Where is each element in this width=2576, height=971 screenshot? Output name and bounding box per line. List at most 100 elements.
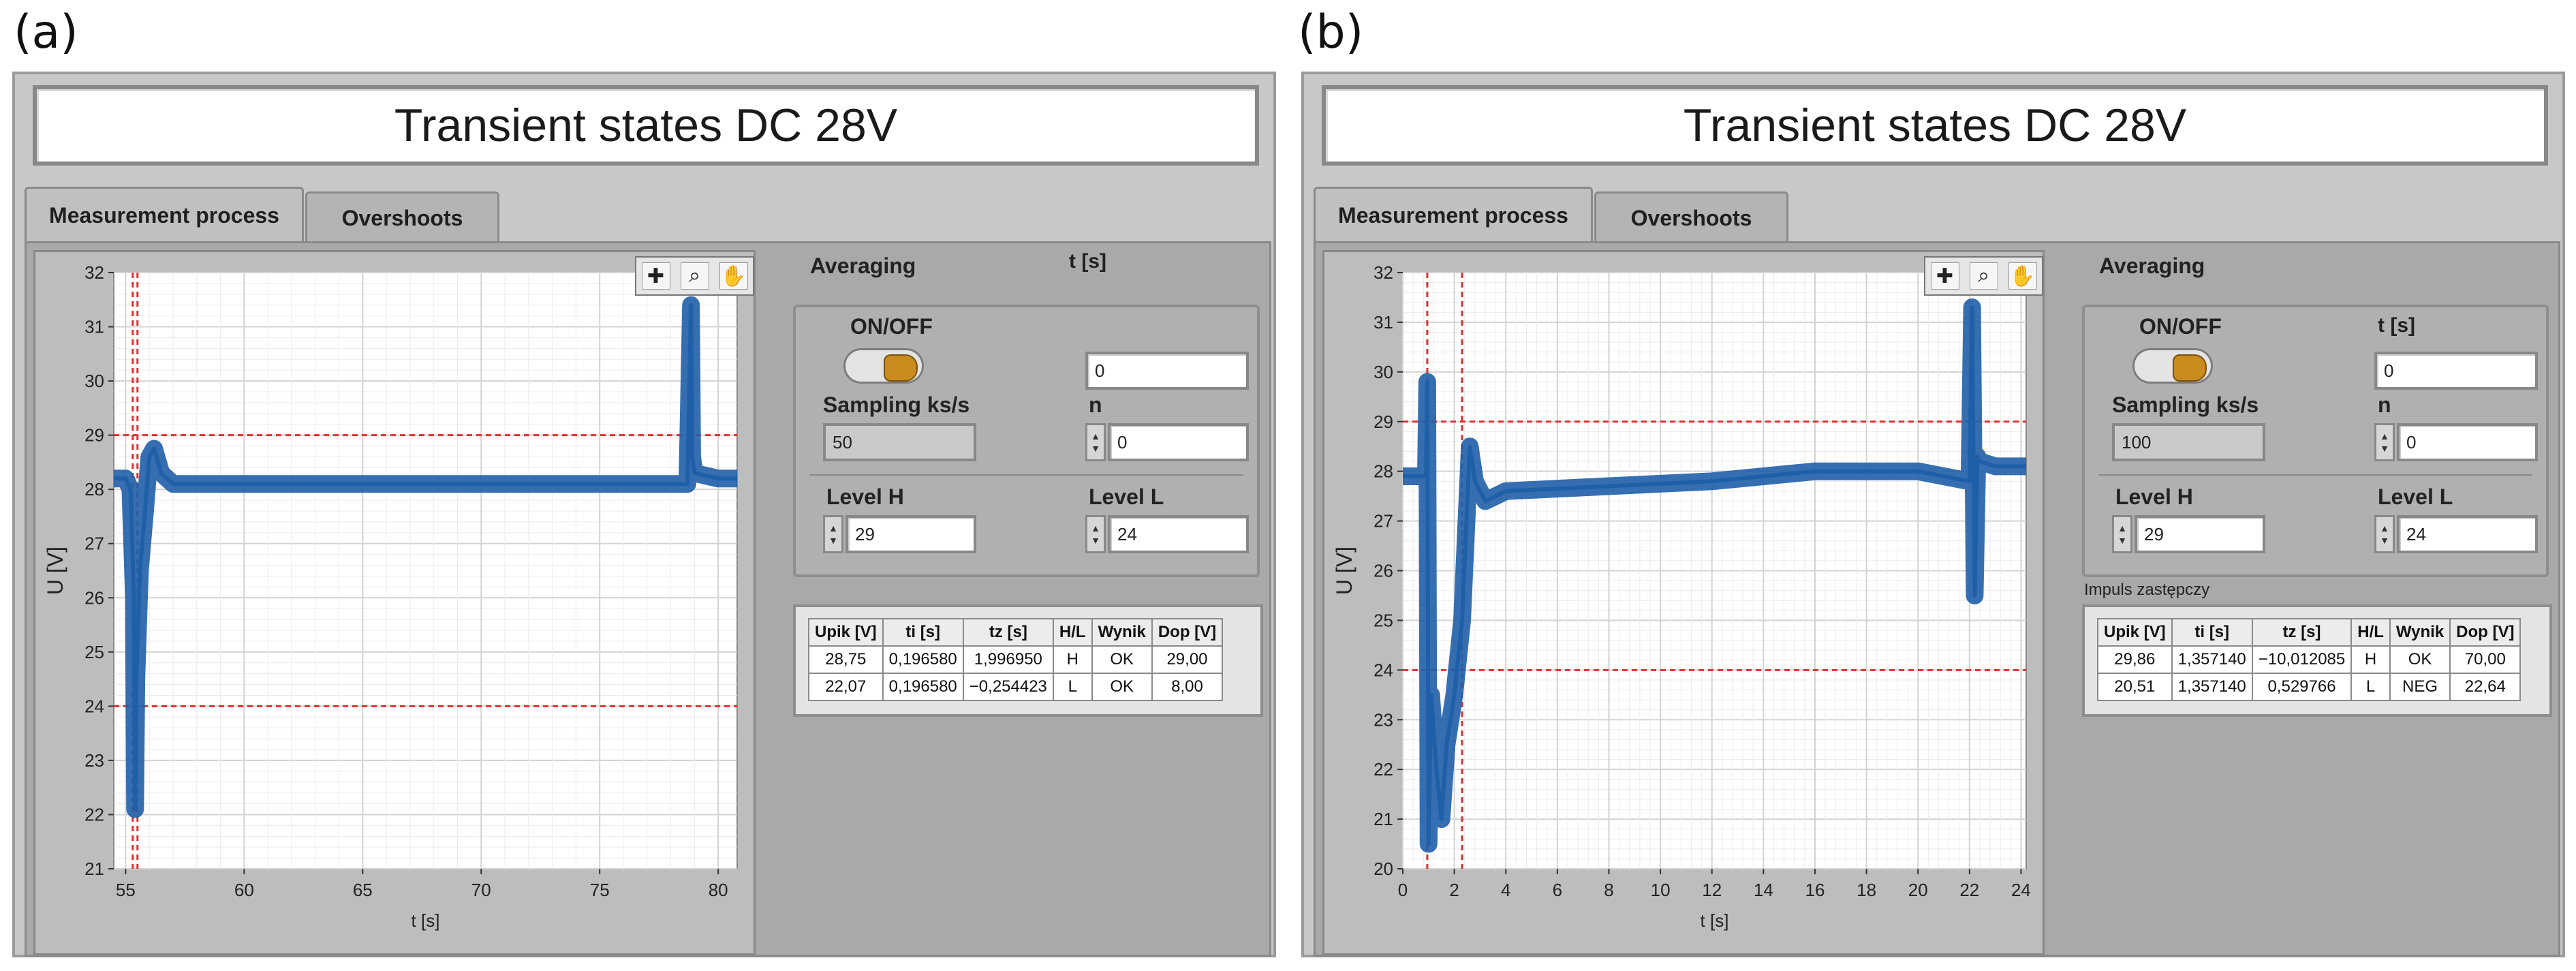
panel-letter: (a) bbox=[14, 5, 78, 59]
level-h-spinner[interactable]: ▲ ▼ bbox=[2112, 515, 2132, 553]
x-tick-label: 70 bbox=[471, 880, 491, 900]
x-tick-label: 14 bbox=[1754, 880, 1773, 900]
waveform-graph[interactable]: 21 22 23 24 25 26 27 28 29 30 31 32 55 60 65 70 75 80 t [s… bbox=[33, 250, 756, 955]
tab-measurement-process[interactable]: Measurement process bbox=[25, 187, 304, 243]
level-h-field[interactable]: 29 bbox=[845, 515, 976, 553]
panel-letter: (b) bbox=[1298, 5, 1364, 59]
table-row: 22,07 0,196580 −0,254423 L OK 8,00 bbox=[808, 673, 1224, 701]
y-tick-label: 23 bbox=[1374, 709, 1393, 730]
y-axis-label: U [V] bbox=[43, 546, 67, 595]
table-cell: 29,86 bbox=[2097, 645, 2173, 674]
n-spinner[interactable]: ▲ ▼ bbox=[2374, 423, 2395, 461]
waveform-graph[interactable]: 20 21 22 23 24 25 26 27 28 29 30 31 32 0 2 4 6 8 10 12 14 16 1… bbox=[1322, 250, 2045, 955]
y-tick-label: 32 bbox=[84, 262, 104, 283]
plot-area bbox=[113, 272, 738, 869]
zoom-tool-icon[interactable]: ⌕ bbox=[1969, 262, 1998, 290]
table-cell: −0,254423 bbox=[962, 673, 1054, 701]
tab-overshoots[interactable]: Overshoots bbox=[1594, 191, 1788, 243]
down-arrow-icon: ▼ bbox=[2380, 535, 2389, 546]
table-cell: 8,00 bbox=[1151, 673, 1224, 701]
level-l-spinner[interactable]: ▲ ▼ bbox=[2374, 515, 2395, 553]
column-header: tz [s] bbox=[962, 618, 1054, 647]
table-row: 29,86 1,357140 −10,012085 H OK 70,00 bbox=[2097, 645, 2521, 674]
x-tick-label: 0 bbox=[1398, 880, 1408, 900]
level-l-label: Level L bbox=[1089, 484, 1164, 509]
table-cell: L bbox=[1052, 673, 1093, 701]
sampling-field: 50 bbox=[823, 423, 976, 461]
y-tick-label: 31 bbox=[1374, 312, 1393, 333]
x-tick-label: 75 bbox=[590, 880, 610, 900]
y-tick-label: 29 bbox=[84, 425, 104, 446]
table-cell: H bbox=[2350, 645, 2391, 674]
y-tick-label: 22 bbox=[84, 804, 104, 824]
cursor-tool-icon[interactable]: ✚ bbox=[641, 262, 670, 290]
table-header-row: Upik [V] ti [s] tz [s] H/L Wynik Dop [V] bbox=[808, 618, 1224, 647]
table-row: 28,75 0,196580 1,996950 H OK 29,00 bbox=[808, 645, 1224, 674]
x-tick-label: 20 bbox=[1908, 880, 1928, 900]
table-cell: 29,00 bbox=[1151, 645, 1224, 674]
down-arrow-icon: ▼ bbox=[1091, 535, 1100, 546]
level-l-field[interactable]: 24 bbox=[1108, 515, 1249, 553]
tab-content: 21 22 23 24 25 26 27 28 29 30 31 32 55 60 65 70 75 80 t [s… bbox=[25, 241, 1271, 957]
n-field[interactable]: 0 bbox=[2397, 423, 2538, 461]
tab-overshoots[interactable]: Overshoots bbox=[305, 191, 499, 243]
t-label: t [s] bbox=[2378, 314, 2415, 337]
x-tick-label: 6 bbox=[1553, 880, 1562, 900]
y-tick-label: 24 bbox=[84, 696, 104, 716]
group-divider bbox=[809, 474, 1243, 476]
y-tick-label: 30 bbox=[1374, 362, 1393, 382]
y-tick-label: 24 bbox=[1374, 660, 1393, 680]
table-cell: 1,357140 bbox=[2171, 673, 2253, 701]
sampling-label: Sampling ks/s bbox=[2112, 392, 2259, 417]
tab-measurement-process[interactable]: Measurement process bbox=[1314, 187, 1593, 243]
column-header: Dop [V] bbox=[1151, 618, 1224, 647]
n-spinner[interactable]: ▲ ▼ bbox=[1085, 423, 1106, 461]
y-tick-label: 28 bbox=[1374, 461, 1393, 482]
cursor-tool-icon[interactable]: ✚ bbox=[1930, 262, 1959, 290]
impuls-label: Impuls zastępczy bbox=[2084, 581, 2210, 599]
table-cell: OK bbox=[1091, 673, 1153, 701]
level-l-spinner[interactable]: ▲ ▼ bbox=[1085, 515, 1106, 553]
column-header: ti [s] bbox=[882, 618, 964, 647]
up-arrow-icon: ▲ bbox=[2117, 523, 2127, 534]
level-h-label: Level H bbox=[2115, 484, 2193, 509]
column-header: Wynik bbox=[1091, 618, 1153, 647]
y-tick-label: 30 bbox=[84, 371, 104, 391]
tab-content: 20 21 22 23 24 25 26 27 28 29 30 31 32 0 2 4 6 8 10 12 14 16 1… bbox=[1314, 241, 2560, 957]
table-cell: 1,357140 bbox=[2171, 645, 2253, 674]
level-l-label: Level L bbox=[2378, 484, 2453, 509]
x-tick-label: 55 bbox=[116, 880, 136, 900]
sampling-field: 100 bbox=[2112, 423, 2265, 461]
column-header: Dop [V] bbox=[2449, 618, 2521, 647]
x-tick-label: 65 bbox=[353, 880, 373, 900]
x-axis-label: t [s] bbox=[1701, 910, 1729, 931]
averaging-toggle[interactable] bbox=[2132, 348, 2213, 384]
y-tick-label: 28 bbox=[84, 479, 104, 499]
n-field[interactable]: 0 bbox=[1108, 423, 1249, 461]
column-header: Upik [V] bbox=[808, 618, 884, 647]
averaging-label: Averaging bbox=[2099, 253, 2205, 278]
onoff-label: ON/OFF bbox=[2139, 314, 2222, 339]
y-tick-label: 21 bbox=[1374, 809, 1393, 829]
graph-tool-palette: ✚ ⌕ ✋ bbox=[1924, 256, 2043, 296]
column-header: H/L bbox=[2350, 618, 2391, 647]
labview-front-panel: Transient states DC 28V Measurement proc… bbox=[1301, 72, 2565, 957]
level-h-spinner[interactable]: ▲ ▼ bbox=[823, 515, 843, 553]
level-h-field[interactable]: 29 bbox=[2135, 515, 2265, 553]
pan-tool-icon[interactable]: ✋ bbox=[2008, 262, 2037, 290]
y-tick-label: 25 bbox=[1374, 610, 1393, 630]
signal-trace bbox=[114, 303, 737, 812]
x-tick-label: 24 bbox=[2011, 880, 2031, 900]
pan-tool-icon[interactable]: ✋ bbox=[719, 262, 748, 290]
x-tick-label: 16 bbox=[1805, 880, 1825, 900]
labview-front-panel: Transient states DC 28V Measurement proc… bbox=[12, 72, 1276, 957]
t-field[interactable]: 0 bbox=[1085, 352, 1249, 390]
table-cell: L bbox=[2350, 673, 2391, 701]
table-cell: −10,012085 bbox=[2251, 645, 2353, 674]
level-l-field[interactable]: 24 bbox=[2397, 515, 2538, 553]
zoom-tool-icon[interactable]: ⌕ bbox=[680, 262, 709, 290]
up-arrow-icon: ▲ bbox=[2380, 431, 2389, 442]
t-field[interactable]: 0 bbox=[2374, 352, 2538, 390]
x-tick-label: 10 bbox=[1651, 880, 1671, 900]
averaging-toggle[interactable] bbox=[843, 348, 924, 384]
